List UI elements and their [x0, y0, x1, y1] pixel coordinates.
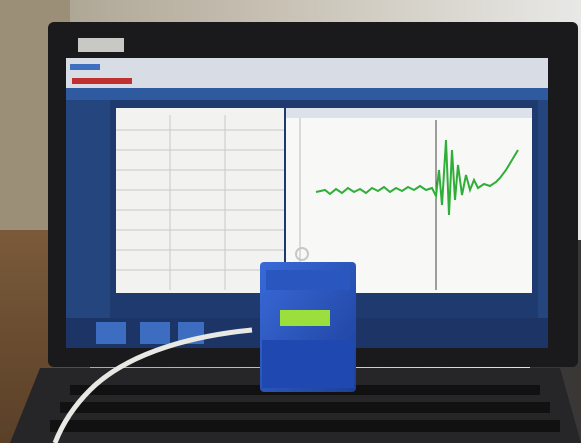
- table-grid: [116, 115, 284, 290]
- sensor-indicator: [280, 310, 330, 326]
- cable: [52, 327, 253, 443]
- taskbar-icon: [140, 322, 170, 344]
- taskbar-icon: [96, 322, 126, 344]
- keyboard: [50, 385, 560, 432]
- toolbar-icons: [72, 78, 132, 84]
- sensor-label: [266, 270, 350, 290]
- graph-toolbar: [286, 108, 532, 118]
- tab-bar: [66, 88, 548, 100]
- right-panel: [538, 100, 548, 320]
- signal-trace: [315, 139, 519, 216]
- sensor-front: [262, 340, 354, 388]
- side-panel: [66, 100, 110, 320]
- hook: [295, 247, 309, 261]
- sticker: [78, 38, 124, 52]
- toolbar: [66, 58, 548, 88]
- data-table: [116, 108, 284, 293]
- menu: [70, 64, 100, 70]
